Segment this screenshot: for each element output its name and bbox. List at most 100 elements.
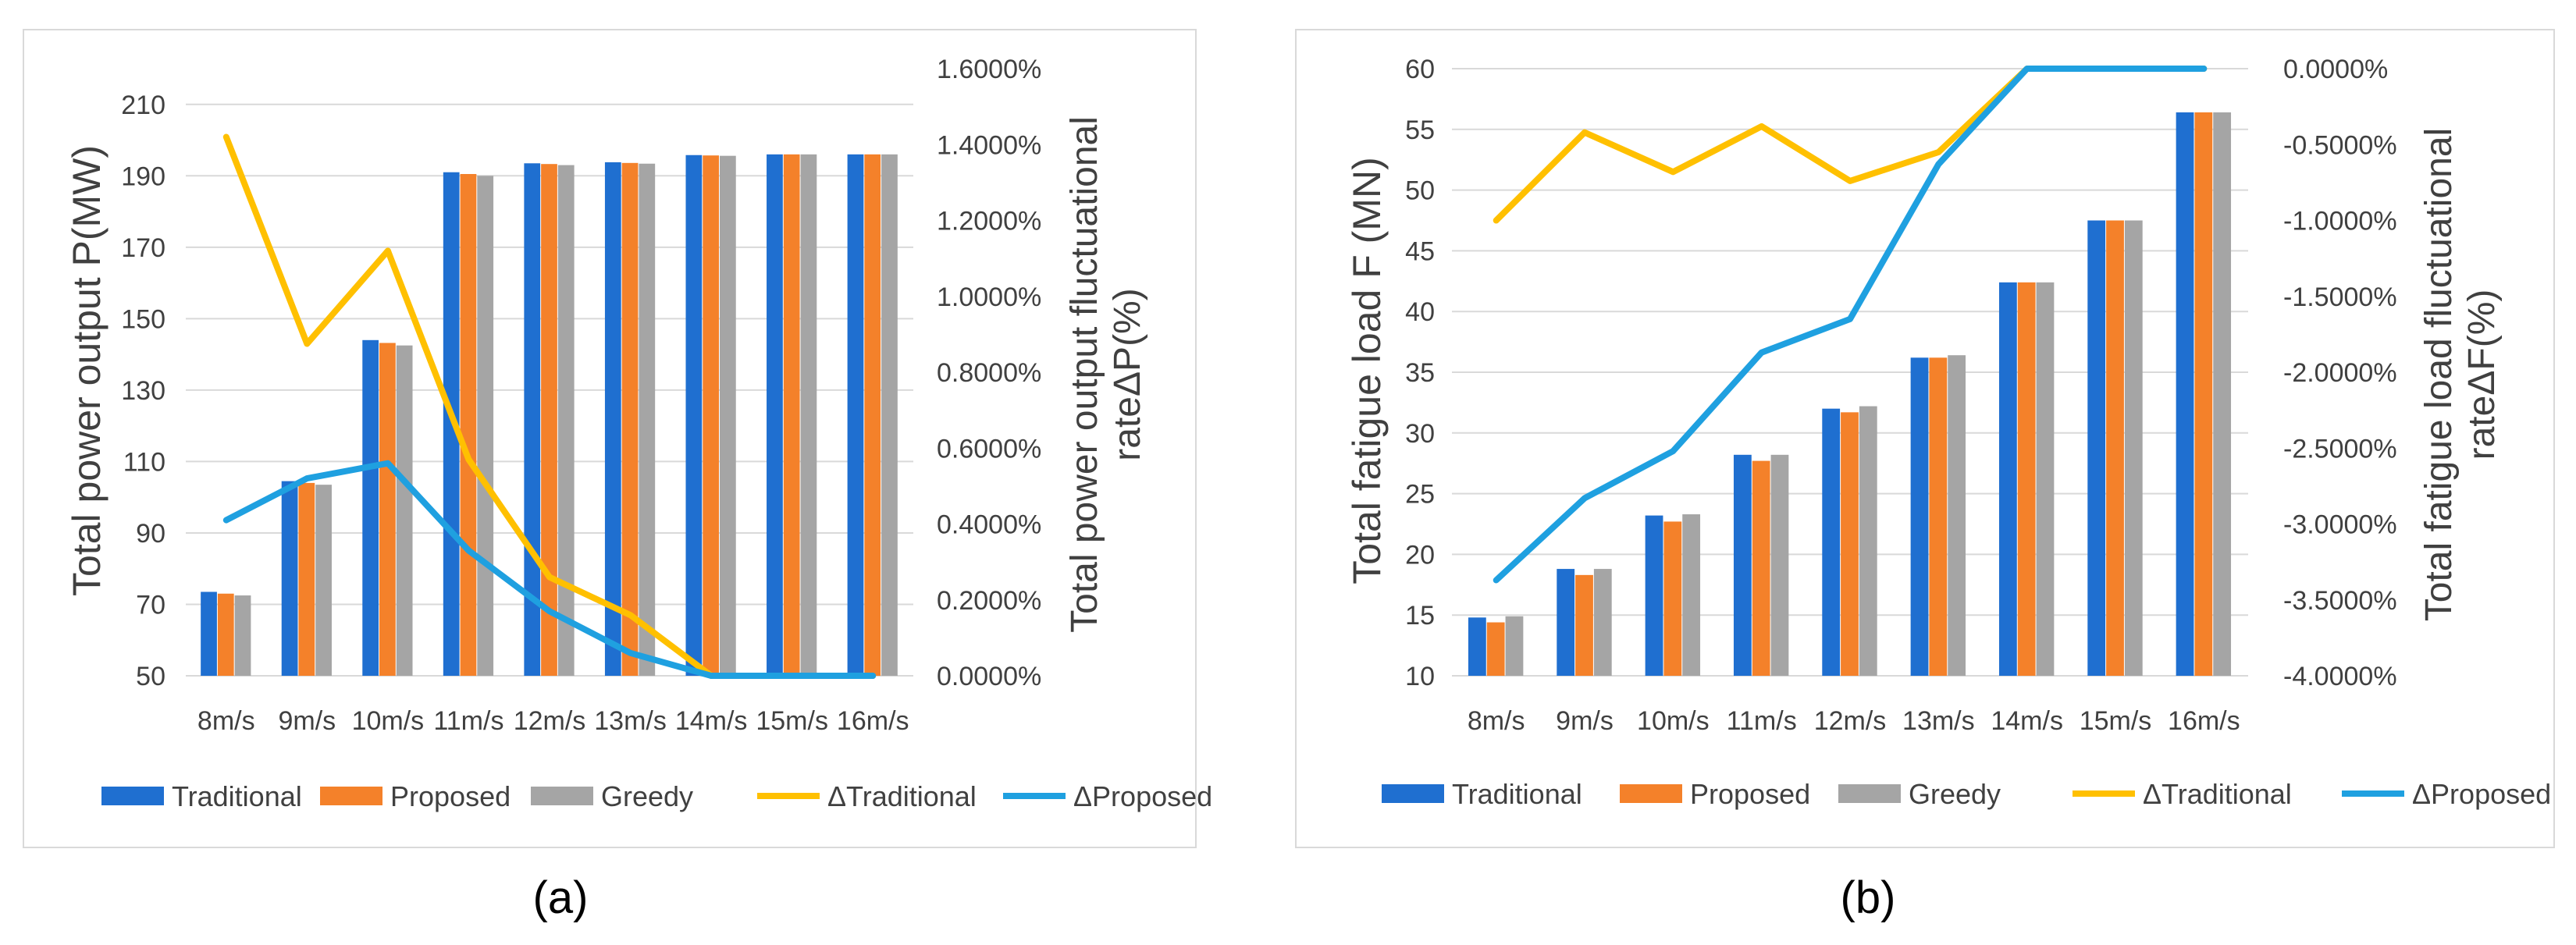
bar-proposed [1929,357,1948,676]
bar-greedy [1948,355,1966,676]
panel-b-left-tick-labels: 60 55 50 45 40 35 30 25 20 15 10 [1405,55,1435,691]
legend-label: ΔProposed [1073,780,1212,812]
bar-greedy [800,154,817,676]
y2-tick-label: -3.5000% [2283,586,2397,616]
bar-traditional [2176,112,2194,677]
x-category-label: 13m/s [594,706,667,736]
bar-proposed [1486,622,1505,676]
bar-greedy [1859,406,1877,676]
y-tick-label: 10 [1405,662,1435,691]
bar-proposed [1575,574,1593,676]
y2-tick-label: 0.2000% [937,586,1041,616]
panel-b-category-labels: 8m/s 9m/s 10m/s 11m/s 12m/s 13m/s 14m/s 15m/s 16… [1468,706,2240,736]
bar-greedy [719,155,736,676]
bar-greedy [234,595,251,676]
legend-label: ΔProposed [2412,778,2551,810]
x-category-label: 16m/s [837,706,909,736]
y2-tick-label: 1.2000% [937,207,1041,236]
bar-greedy [557,165,575,677]
bar-proposed [217,593,234,676]
panel-b-y-axis-label: Total fatigue load F (MN) [1345,157,1389,584]
panel-a-y2-axis-label-line2: rateΔP(%) [1107,288,1148,460]
y-tick-label: 170 [121,233,165,263]
bar-proposed [541,164,557,676]
y2-tick-label: 0.0000% [937,662,1041,691]
panel-a-y-axis-label: Total power output P(MW) [65,145,109,596]
bar-traditional [767,154,783,676]
x-category-label: 13m/s [1902,706,1975,736]
y-tick-label: 50 [136,662,165,691]
line-delta-proposed [1493,66,2208,584]
panel-a-y2-axis-label-line1: Total power output fluctuational [1064,116,1105,633]
y2-tick-label: 0.6000% [937,434,1041,464]
x-category-label: 12m/s [1814,706,1887,736]
bar-greedy [1682,514,1701,676]
bar-traditional [443,172,460,676]
bar-traditional [1557,569,1575,676]
x-category-label: 12m/s [514,706,586,736]
y2-tick-label: -2.0000% [2283,358,2397,388]
panel-b-y2-axis-label-line1: Total fatigue load fluctuational [2418,128,2460,621]
bar-traditional [201,592,217,676]
panel-b-lines [1493,66,2208,584]
x-category-label: 11m/s [433,706,503,736]
bar-traditional [1998,282,2017,676]
line-delta-proposed [222,460,877,679]
panel-a-caption: (a) [533,872,589,923]
bar-proposed [1752,460,1770,676]
bar-traditional [847,154,864,676]
y-tick-label: 150 [121,304,165,334]
bar-greedy [477,176,494,676]
y-tick-label: 55 [1405,115,1435,145]
bar-proposed [460,174,477,677]
bar-proposed [703,155,719,676]
bar-proposed [298,482,315,676]
x-category-label: 15m/s [756,706,828,736]
x-category-label: 8m/s [197,706,255,736]
bar-proposed [783,154,800,676]
y2-tick-label: -0.5000% [2283,130,2397,160]
bar-traditional [1910,357,1929,676]
panel-b-bars [1468,112,2232,677]
bar-traditional [2087,220,2106,676]
x-category-label: 11m/s [1727,706,1797,736]
y2-tick-label: 0.8000% [937,358,1041,388]
y2-tick-label: 1.0000% [937,282,1041,312]
panel-b-legend: Traditional Proposed Greedy ΔTraditional ΔPr… [1382,778,2551,810]
y2-tick-label: 0.0000% [2283,55,2388,84]
y-tick-label: 130 [121,376,165,406]
y-tick-label: 15 [1405,601,1435,631]
y2-tick-label: -4.0000% [2283,662,2397,691]
bar-proposed [2106,220,2124,676]
bar-proposed [1663,521,1682,676]
y2-tick-label: -1.5000% [2283,282,2397,312]
bar-proposed [864,154,881,676]
x-category-label: 9m/s [1556,706,1614,736]
panel-b-chart: 60 55 50 45 40 35 30 25 20 15 10 0.0000% -0.5000% -1… [1295,29,2555,848]
legend-swatch-greedy [1838,784,1901,803]
y-tick-label: 35 [1405,358,1435,388]
panel-a-legend: Traditional Proposed Greedy ΔTraditional ΔPr… [101,780,1212,812]
bar-traditional [685,155,703,676]
y-tick-label: 90 [136,519,165,549]
y-tick-label: 50 [1405,176,1435,206]
bar-greedy [2213,112,2232,677]
bar-proposed [621,162,639,676]
y2-tick-label: 1.4000% [937,130,1041,160]
legend-label: ΔTraditional [2143,778,2292,810]
legend-label: Greedy [1909,778,2001,810]
bar-traditional [1822,408,1841,676]
panel-b-right-tick-labels: 0.0000% -0.5000% -1.0000% -1.5000% -2.0000% -… [2283,55,2397,691]
legend-swatch-greedy [531,787,593,805]
bar-greedy [315,485,332,676]
panel-a-category-labels: 8m/s 9m/s 10m/s 11m/s 12m/s 13m/s 14m/s 15m/s 16… [197,706,909,736]
bar-traditional [1733,454,1752,676]
y2-tick-label: 1.6000% [937,55,1041,84]
bar-proposed [1841,412,1859,676]
legend-label: Traditional [1452,778,1582,810]
x-category-label: 14m/s [1991,706,2063,736]
x-category-label: 8m/s [1468,706,1525,736]
bar-greedy [1770,454,1789,676]
legend-label: Traditional [172,780,302,812]
legend-swatch-traditional [1382,784,1444,803]
